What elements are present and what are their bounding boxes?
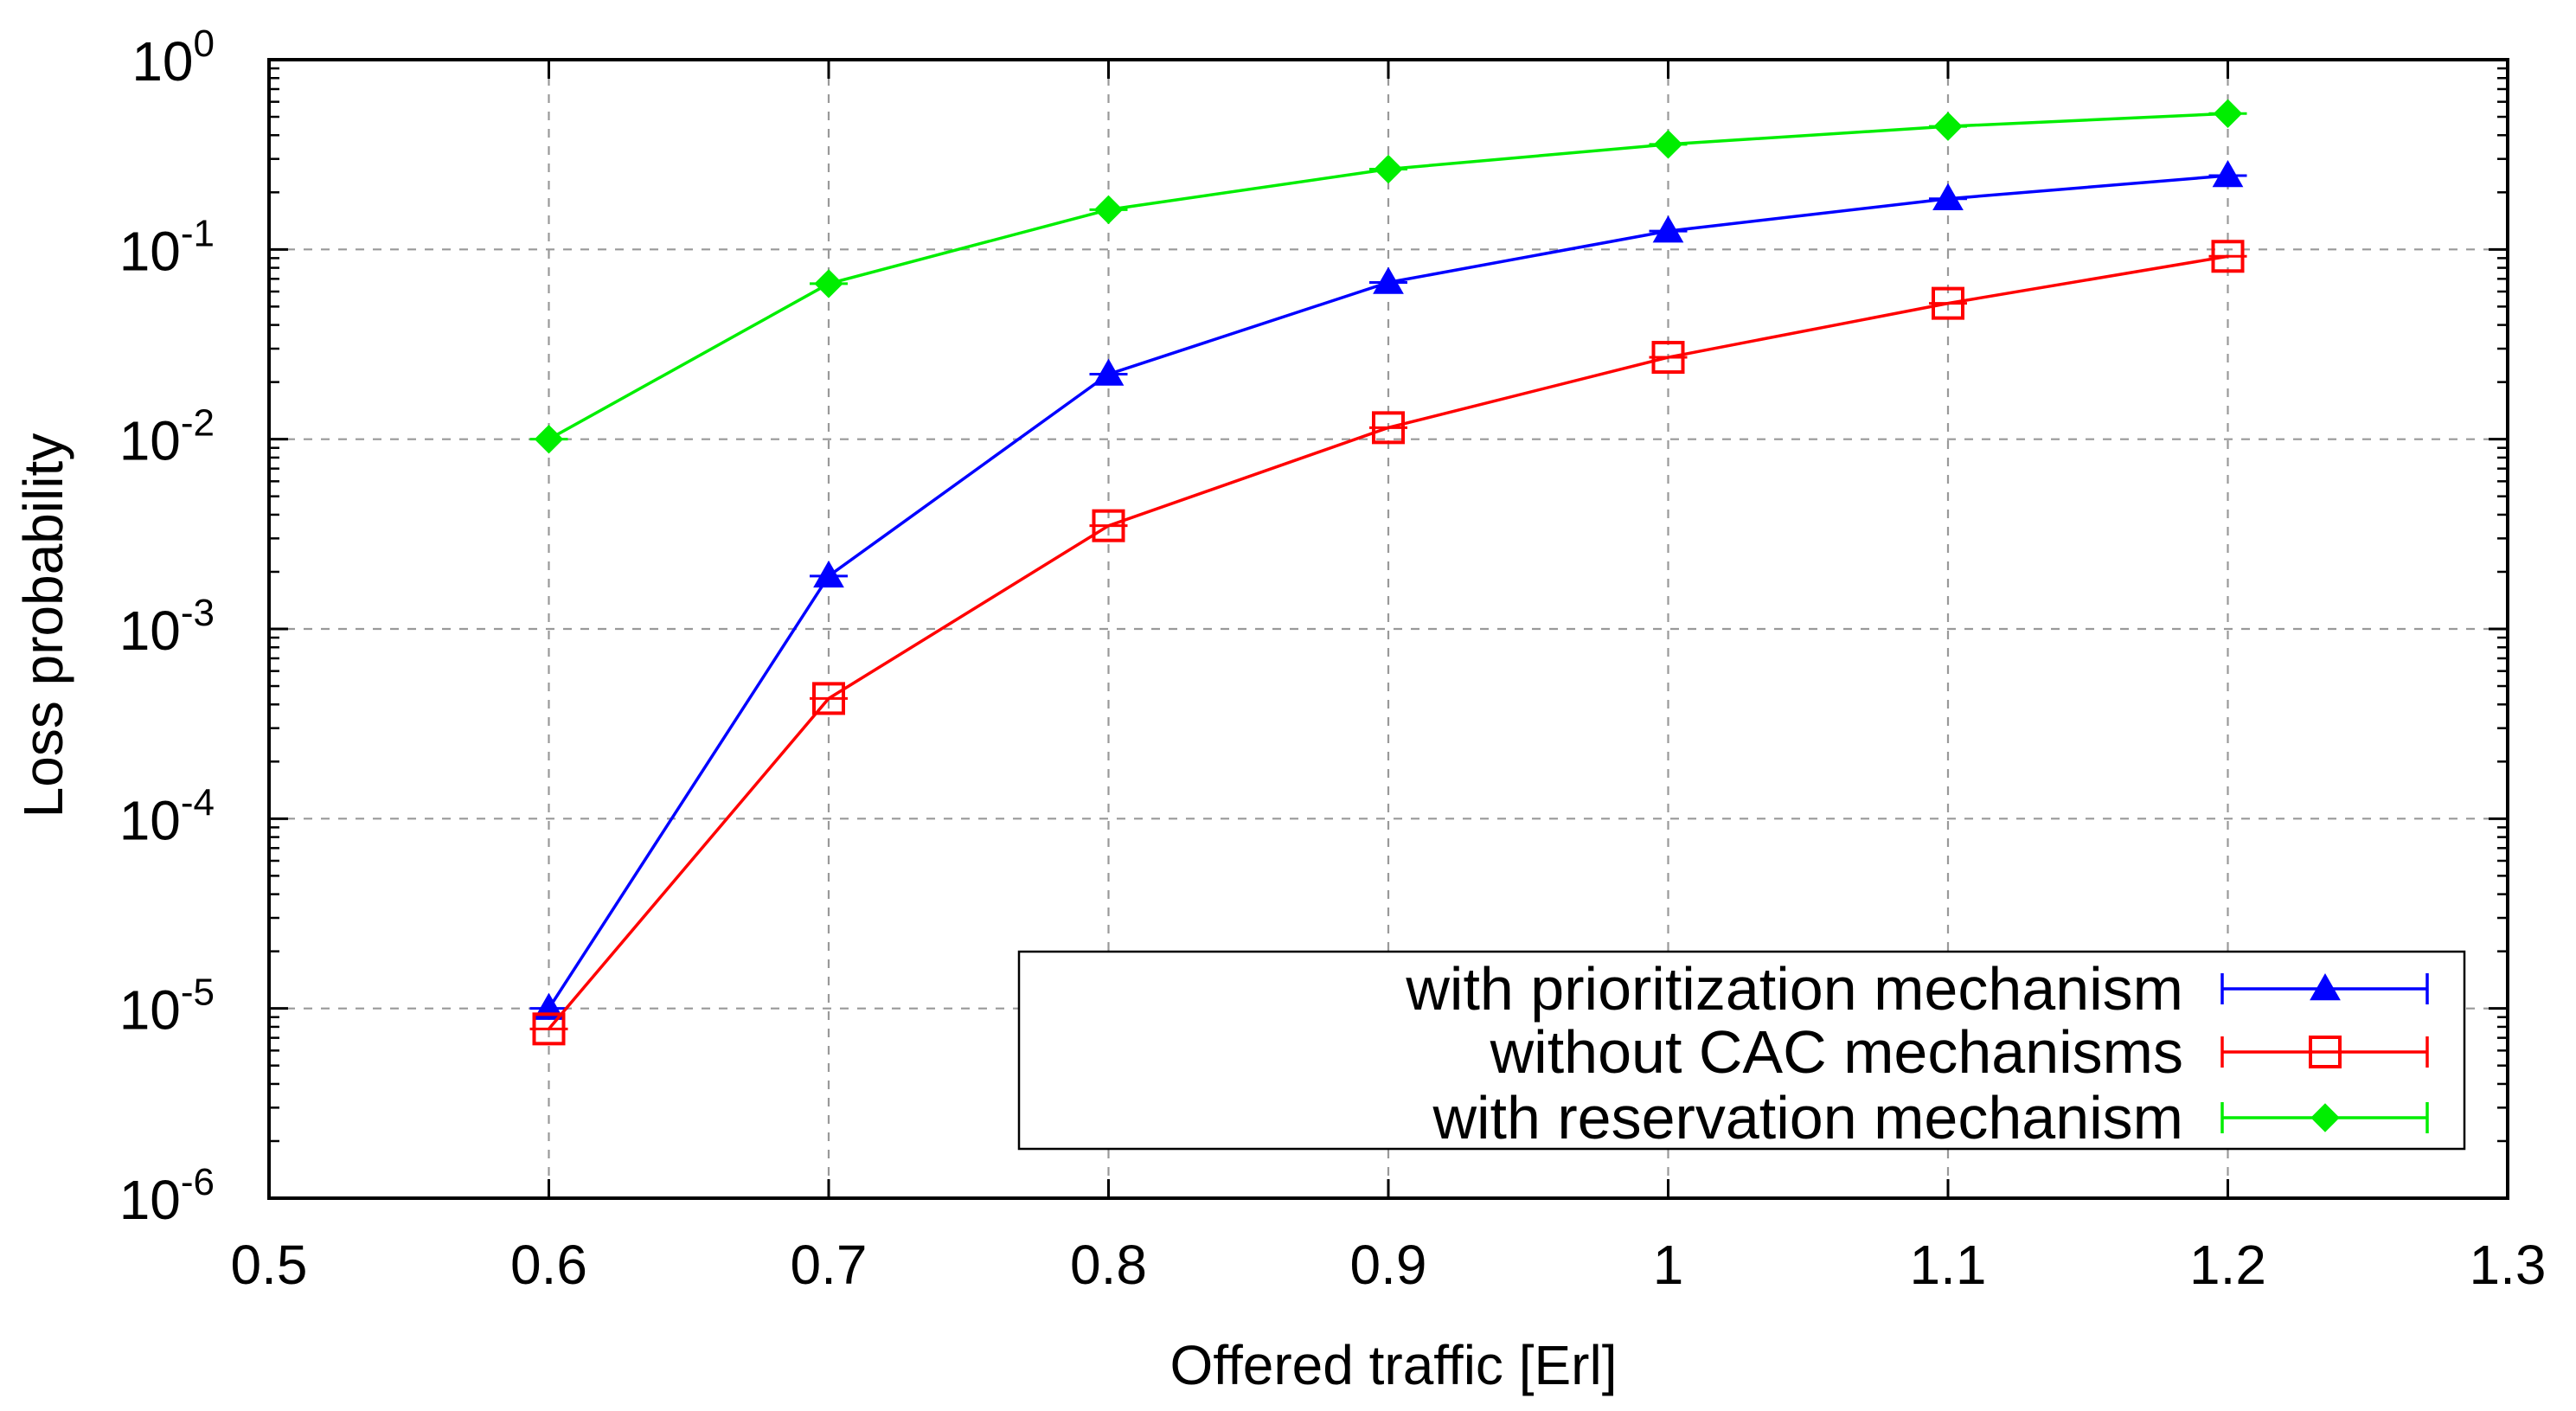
data-point: [1374, 154, 1403, 184]
y-tick-label: 10-2: [119, 402, 215, 472]
legend-label: with reservation mechanism: [1432, 1084, 2183, 1151]
x-tick-label: 1.3: [2470, 1234, 2547, 1296]
data-point: [2211, 240, 2245, 273]
y-tick-label: 10-5: [119, 972, 215, 1042]
data-point: [1372, 411, 1405, 445]
axes: 0.5 0.6 0.7 0.8 0.9 1 1.1 1.2 1.3 10-6 10-5 10-4 10-…: [119, 22, 2547, 1296]
data-point: [1651, 341, 1685, 375]
x-axis-label: Offered traffic [Erl]: [1170, 1334, 1618, 1396]
x-tick-label: 1.1: [1910, 1234, 1987, 1296]
data-point: [1092, 509, 1125, 542]
data-point: [532, 1012, 566, 1046]
legend-marker: [2310, 1103, 2340, 1132]
y-tick-label: 10-6: [119, 1161, 215, 1231]
legend-marker: [2309, 1036, 2342, 1068]
data-point: [2212, 159, 2244, 188]
data-point: [1932, 183, 1964, 210]
data-point: [812, 682, 845, 715]
series-0: [529, 159, 2247, 1020]
y-tick-label: 10-4: [119, 781, 215, 851]
data-point: [534, 424, 564, 454]
x-tick-label: 1.2: [2189, 1234, 2266, 1296]
data-point: [1653, 130, 1683, 159]
y-tick-label: 100: [131, 22, 215, 93]
plot-area: [529, 99, 2247, 1046]
data-point: [1652, 215, 1684, 243]
series-1: [529, 240, 2247, 1046]
x-tick-label: 0.8: [1070, 1234, 1147, 1296]
data-point: [1093, 358, 1125, 386]
data-point: [1933, 112, 1963, 141]
x-tick-label: 0.7: [791, 1234, 868, 1296]
y-axis-label: Loss probability: [12, 433, 74, 818]
data-point: [1373, 266, 1404, 294]
data-point: [1932, 286, 1964, 320]
legend-label: with prioritization mechanism: [1405, 955, 2183, 1023]
y-tick-label: 10-1: [119, 212, 215, 282]
x-tick-label: 1: [1653, 1234, 1684, 1296]
data-point: [2213, 99, 2243, 128]
y-tick-label: 10-3: [119, 592, 215, 662]
series-2: [529, 99, 2247, 454]
data-point: [813, 560, 844, 588]
x-tick-label: 0.9: [1350, 1234, 1427, 1296]
legend-label: without CAC mechanisms: [1490, 1018, 2183, 1086]
x-tick-label: 0.5: [231, 1234, 308, 1296]
plot-frame: [267, 58, 2509, 1200]
data-point: [814, 269, 843, 298]
x-tick-label: 0.6: [510, 1234, 587, 1296]
legend-marker: [2310, 972, 2341, 1001]
data-point: [1093, 195, 1124, 225]
